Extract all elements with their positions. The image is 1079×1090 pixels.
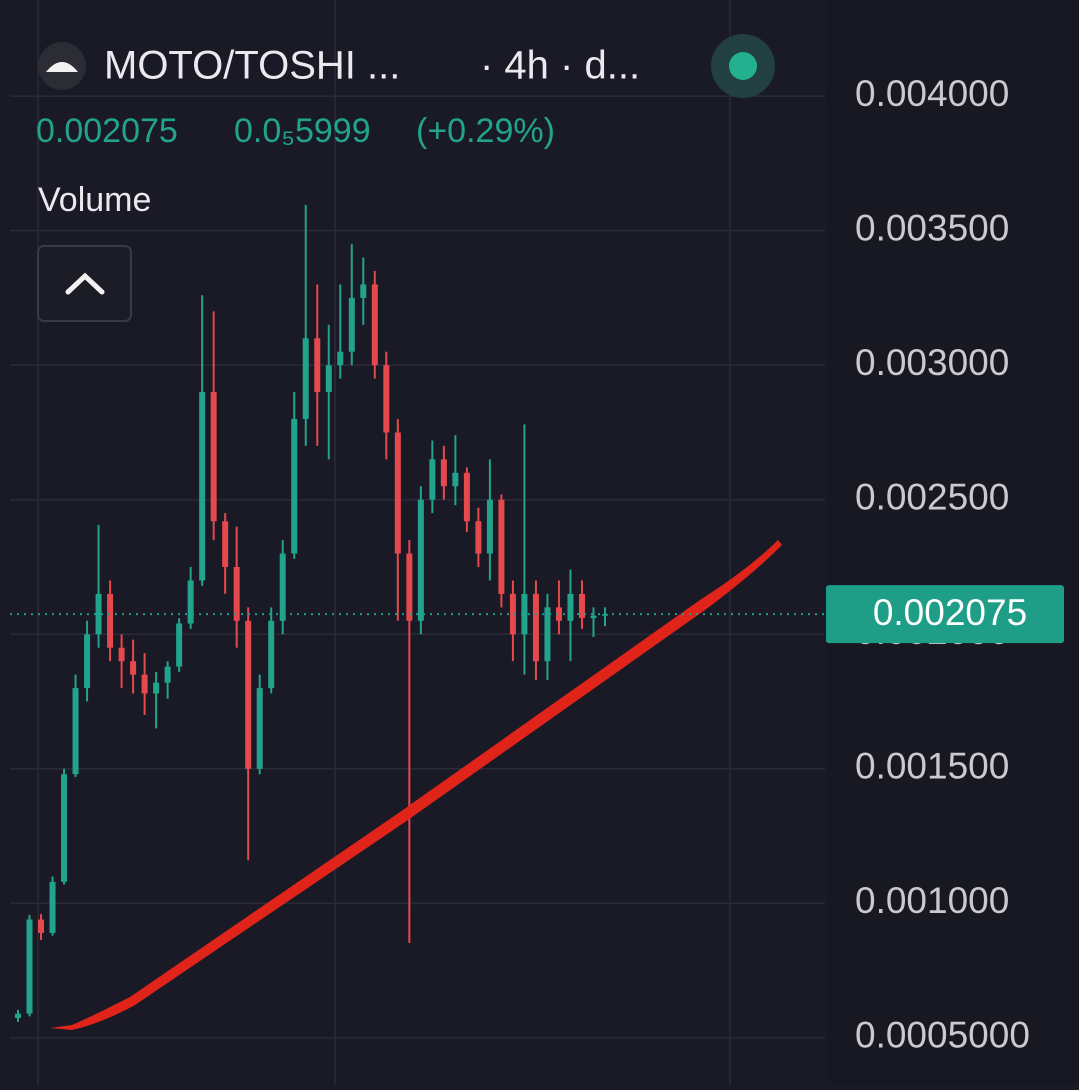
candle-body	[429, 459, 436, 500]
candle-body	[555, 607, 562, 621]
candle-body	[153, 682, 160, 694]
status-dot	[729, 52, 757, 80]
price: 0.002075	[36, 112, 178, 150]
candle-body	[452, 472, 459, 487]
candle-body	[72, 688, 79, 775]
candles	[15, 205, 608, 1022]
candle-body	[291, 418, 298, 554]
candle-body	[130, 661, 137, 675]
candle-body	[417, 499, 424, 621]
candle-body	[475, 521, 482, 554]
candle-body	[141, 674, 148, 694]
y-tick-label: 0.001500	[855, 746, 1009, 787]
candle-body	[164, 666, 171, 683]
candle-body	[383, 365, 390, 433]
candle-body	[302, 338, 309, 419]
candle-body	[187, 580, 194, 624]
candle-body	[15, 1013, 21, 1018]
candle-body	[440, 459, 447, 487]
candle-body	[498, 499, 505, 594]
candle-body	[233, 566, 240, 621]
y-tick-label: 0.001000	[855, 880, 1009, 921]
candle-body	[509, 593, 516, 635]
interval: · 4h · d...	[480, 44, 640, 88]
collapse-button[interactable]	[37, 245, 132, 322]
logo-face	[46, 62, 78, 72]
candle-body	[314, 338, 321, 393]
overlay: 0.00050000.0010000.0015000.0020000.00250…	[10, 73, 1064, 1056]
candle-body	[406, 553, 413, 621]
candle-body	[578, 593, 585, 619]
candle-body	[279, 553, 286, 621]
candle-body	[544, 607, 551, 662]
candle-body	[337, 351, 344, 366]
candle-body	[222, 521, 229, 567]
vertical-grid	[37, 0, 731, 1085]
candle-body	[590, 615, 597, 619]
y-tick-label: 0.002500	[855, 476, 1009, 517]
candle-body	[463, 472, 470, 522]
candle-body	[199, 392, 206, 581]
candle-body	[95, 593, 102, 635]
y-tick-label: 0.003500	[855, 207, 1009, 248]
indicator-label: Volume	[38, 181, 151, 219]
candle-body	[49, 881, 56, 933]
candle-body	[486, 499, 493, 554]
candle-body	[38, 919, 45, 933]
axis-panel	[826, 0, 1079, 1085]
y-tick-label: 0.004000	[855, 73, 1009, 114]
candle-body	[360, 284, 367, 298]
candle-body	[532, 593, 539, 662]
candle-body	[107, 593, 114, 648]
chevron-icon	[65, 272, 105, 295]
candle-body	[348, 297, 355, 352]
candle-body	[521, 593, 528, 635]
candle-body	[567, 593, 574, 621]
candle-body	[26, 919, 33, 1014]
candle-body	[84, 634, 91, 689]
pair-name: MOTO/TOSHI ...	[104, 44, 400, 88]
y-tick-label: 0.0005000	[855, 1015, 1030, 1056]
grid	[10, 95, 825, 1039]
candle-body	[256, 688, 263, 769]
y-tick-label: 0.003000	[855, 342, 1009, 383]
change-pct: (+0.29%)	[416, 112, 555, 150]
last-price-tag	[826, 585, 1064, 644]
candle-body	[118, 647, 125, 662]
candle-body	[268, 620, 275, 689]
candle-body	[210, 392, 217, 522]
candle-body	[371, 284, 378, 366]
candle-body	[176, 623, 183, 667]
change: 0.0₅5999	[234, 112, 371, 150]
last-price-label: 0.002075	[873, 592, 1027, 633]
candle-body	[325, 365, 332, 393]
candle-body	[61, 774, 68, 882]
candle-body	[394, 432, 401, 554]
candle-body	[245, 620, 252, 769]
